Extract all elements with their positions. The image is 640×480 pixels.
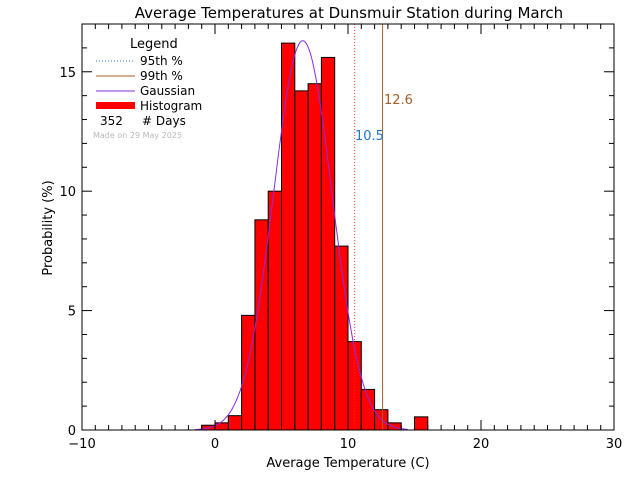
- legend-entry-95: 95th %: [96, 54, 183, 68]
- y-tick-label: 0: [68, 424, 76, 439]
- histogram-bar: [387, 422, 402, 431]
- y-tick-label: 5: [68, 305, 76, 320]
- histogram-bar: [214, 422, 229, 431]
- legend: Legend 95th % 99th % Gaussian Histogram …: [93, 37, 202, 140]
- percentile-95-label: 10.5: [355, 129, 384, 144]
- legend-label-95: 95th %: [140, 54, 183, 68]
- histogram-bar: [227, 415, 243, 431]
- histogram-bar: [360, 388, 376, 431]
- legend-days-label: # Days: [142, 114, 186, 128]
- histogram-bar: [281, 42, 296, 431]
- legend-label-99: 99th %: [140, 69, 183, 83]
- x-tick-label: 10: [340, 437, 357, 452]
- x-tick-label: 20: [473, 437, 490, 452]
- y-axis-label: Probability (%): [41, 180, 56, 275]
- histogram-bars: [201, 42, 429, 431]
- histogram-bar: [320, 56, 336, 431]
- percentile-99-label: 12.6: [384, 93, 413, 108]
- legend-entry-histogram: Histogram: [96, 99, 202, 113]
- legend-title: Legend: [130, 37, 178, 52]
- y-tick-label: 15: [59, 66, 76, 81]
- legend-label-histogram: Histogram: [140, 99, 202, 113]
- x-tick-label: −10: [68, 437, 95, 452]
- histogram-bar: [307, 83, 322, 431]
- histogram-bar: [334, 245, 349, 431]
- histogram-bar: [414, 416, 429, 431]
- x-axis-label: Average Temperature (C): [266, 456, 429, 471]
- legend-entry-gaussian: Gaussian: [96, 84, 195, 98]
- chart-title: Average Temperatures at Dunsmuir Station…: [135, 4, 563, 22]
- percentile-lines: [354, 24, 384, 430]
- legend-made-on: Made on 29 May 2025: [93, 131, 182, 140]
- legend-days-count: 352: [100, 114, 123, 128]
- histogram-bar: [294, 90, 309, 431]
- legend-label-gaussian: Gaussian: [140, 84, 195, 98]
- x-tick-label: 0: [211, 437, 219, 452]
- gaussian-curve: [195, 40, 408, 431]
- y-tick-label: 10: [59, 185, 76, 200]
- x-tick-label: 30: [606, 437, 623, 452]
- legend-entry-99: 99th %: [96, 69, 183, 83]
- legend-swatch-histogram: [96, 102, 135, 109]
- histogram-bar: [267, 190, 283, 431]
- histogram-bar: [241, 314, 256, 431]
